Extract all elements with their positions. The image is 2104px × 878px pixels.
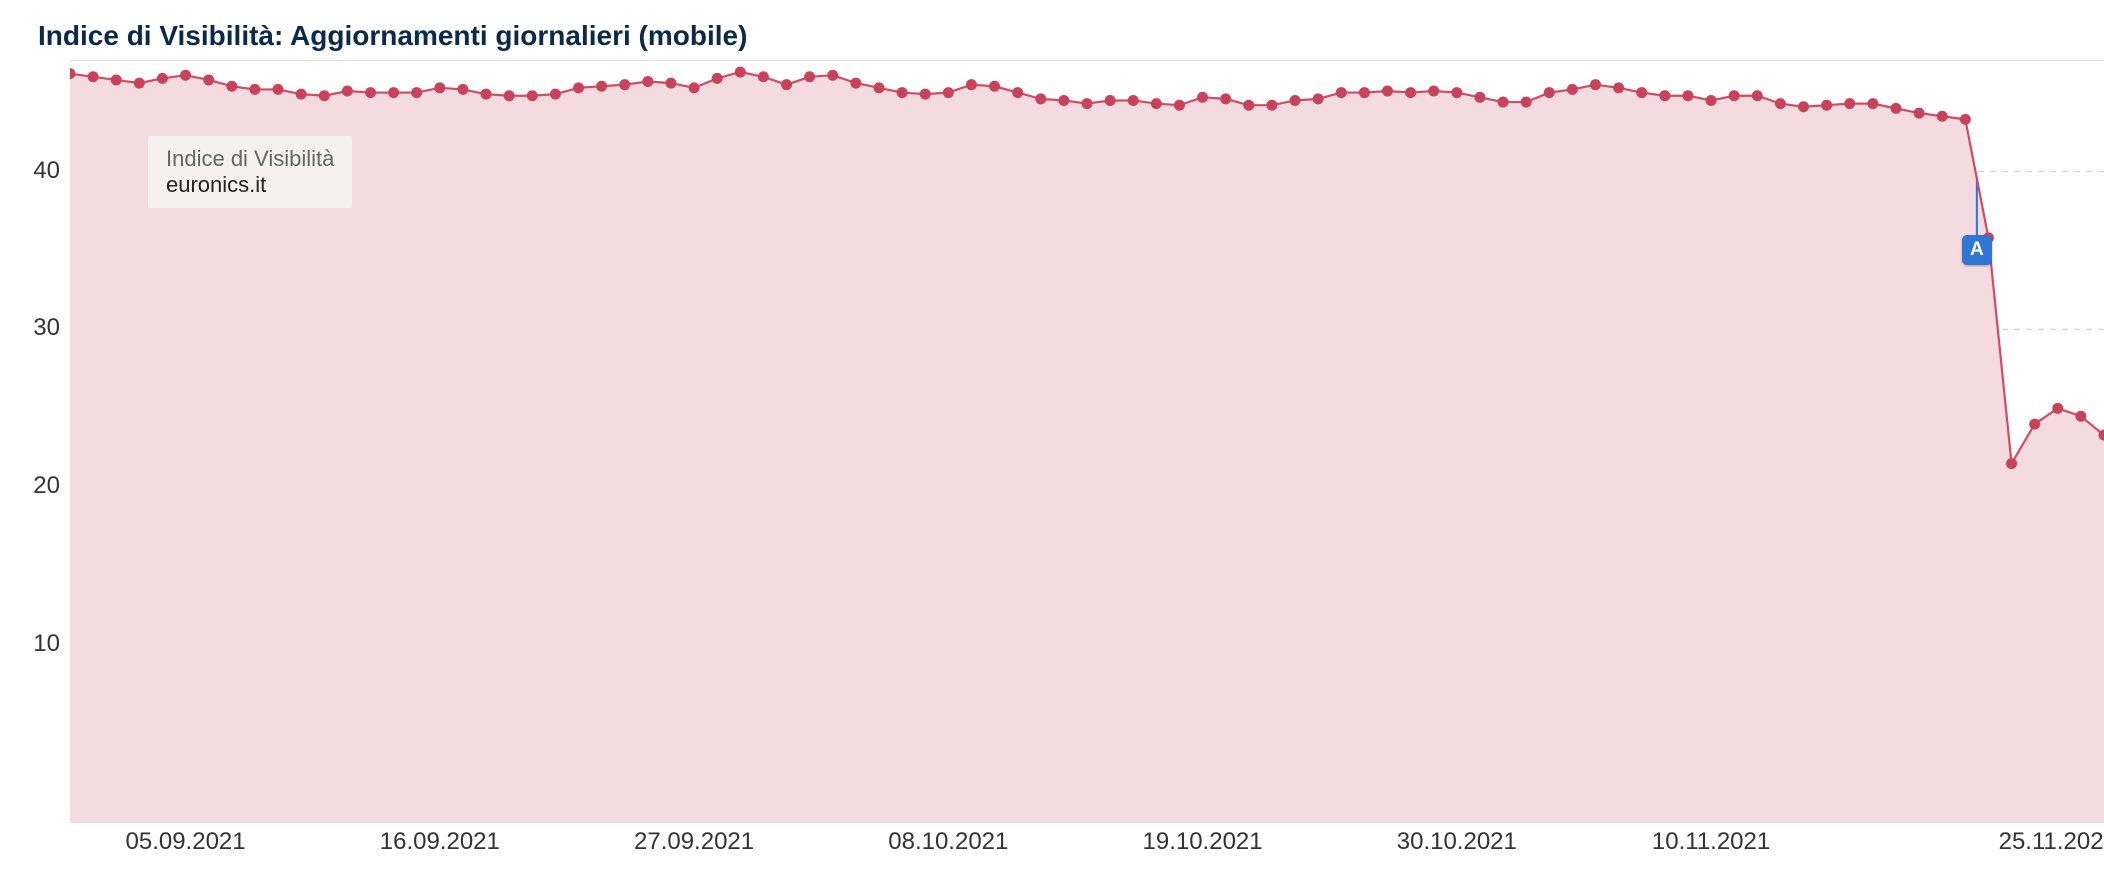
chart-title: Indice di Visibilità: Aggiornamenti gior… [38, 20, 747, 52]
y-axis-label: 40 [10, 157, 60, 185]
x-axis-label: 08.10.2021 [888, 828, 1008, 856]
legend-title: Indice di Visibilità [166, 146, 334, 172]
x-axis-label: 16.09.2021 [380, 828, 500, 856]
y-axis-label: 30 [10, 314, 60, 342]
x-axis-label: 10.11.2021 [1652, 828, 1770, 856]
x-axis-label: 27.09.2021 [634, 828, 754, 856]
x-axis-label: 05.09.2021 [126, 828, 246, 856]
chart-legend: Indice di Visibilità euronics.it [148, 136, 352, 208]
event-marker-a[interactable]: A [1962, 235, 1992, 265]
x-axis-label: 30.10.2021 [1397, 828, 1517, 856]
chart-svg [70, 61, 2104, 823]
x-axis-label: 25.11.2021 [1999, 828, 2104, 856]
y-axis-label: 10 [10, 630, 60, 658]
y-axis-label: 20 [10, 472, 60, 500]
visibility-chart: Indice di Visibilità: Aggiornamenti gior… [0, 0, 2104, 878]
x-axis-label: 19.10.2021 [1143, 828, 1263, 856]
legend-series-name: euronics.it [166, 172, 334, 198]
plot-area[interactable]: A [70, 60, 2104, 823]
